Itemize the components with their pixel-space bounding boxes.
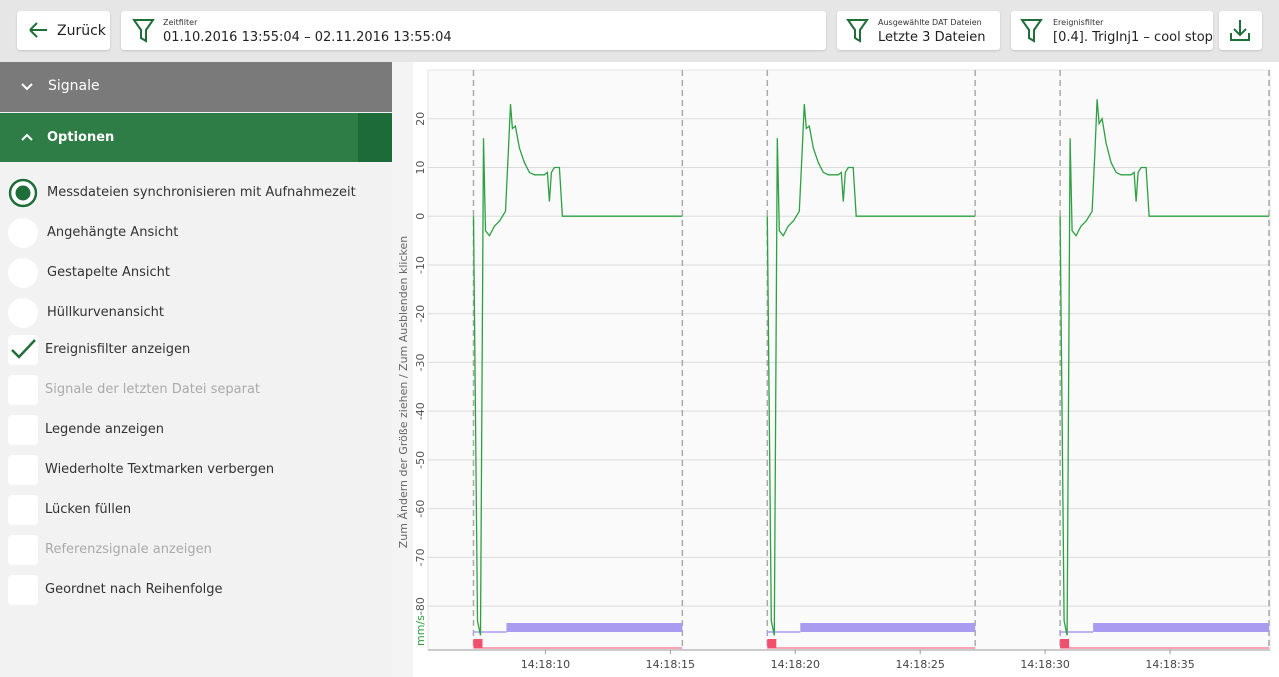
signals-header[interactable]: Signale bbox=[0, 62, 392, 112]
option-label: Signale der letzten Datei separat bbox=[45, 382, 261, 397]
x-tick-label: 14:18:15 bbox=[646, 658, 695, 671]
event-lane-active bbox=[800, 623, 976, 632]
option[interactable]: Wiederholte Textmarken verbergen bbox=[8, 455, 388, 485]
event-marker bbox=[767, 639, 777, 648]
y-tick-label: -10 bbox=[414, 256, 427, 274]
x-tick-label: 14:18:20 bbox=[771, 658, 820, 671]
dat-files-label: Ausgewählte DAT Dateien bbox=[878, 18, 982, 27]
back-label: Zurück bbox=[57, 23, 106, 39]
event-filter[interactable]: Ereignisfilter [0.4]. TrigInj1 – cool st… bbox=[1011, 11, 1213, 50]
chevron bbox=[21, 133, 33, 141]
checkbox bbox=[8, 495, 38, 525]
radio-button bbox=[8, 218, 38, 248]
x-tick-label: 14:18:30 bbox=[1020, 658, 1069, 671]
option[interactable]: Geordnet nach Reihenfolge bbox=[8, 575, 388, 605]
y-tick-label: -30 bbox=[414, 353, 427, 371]
option-label: Geordnet nach Reihenfolge bbox=[45, 582, 223, 597]
option-label: Referenzsignale anzeigen bbox=[45, 542, 212, 557]
event-marker bbox=[473, 639, 483, 648]
radio-dot bbox=[8, 178, 38, 208]
signals-title: Signale bbox=[48, 78, 100, 94]
option[interactable]: Angehängte Ansicht bbox=[8, 218, 388, 248]
y-tick-label: 0 bbox=[414, 213, 427, 220]
option-label: Angehängte Ansicht bbox=[47, 225, 179, 240]
plot-area bbox=[427, 69, 1271, 651]
signal-line bbox=[472, 99, 1269, 636]
y-tick-label: 20 bbox=[414, 112, 427, 126]
dat-files[interactable]: Ausgewählte DAT Dateien Letzte 3 Dateien bbox=[837, 11, 1000, 50]
x-tick-label: 14:18:25 bbox=[896, 658, 945, 671]
option: Signale der letzten Datei separat bbox=[8, 375, 388, 405]
resize-hint: Zum Ändern der Größe ziehen / Zum Ausble… bbox=[397, 236, 410, 548]
dat-files-value: Letzte 3 Dateien bbox=[878, 30, 986, 45]
event-filter-value: [0.4]. TrigInj1 – cool stop bbox=[1053, 30, 1213, 45]
header-accent bbox=[358, 113, 392, 162]
option[interactable]: Ereignisfilter anzeigen bbox=[8, 335, 388, 365]
event-filter-label: Ereignisfilter bbox=[1053, 18, 1104, 27]
y-tick-label: -70 bbox=[414, 548, 427, 566]
time-filter[interactable]: Zeitfilter 01.10.2016 13:55:04 – 02.11.2… bbox=[121, 11, 826, 50]
checkbox bbox=[8, 415, 38, 445]
y-tick-label: -40 bbox=[414, 402, 427, 420]
y-tick-label: -80 bbox=[414, 597, 427, 615]
option-label: Messdateien synchronisieren mit Aufnahme… bbox=[47, 185, 356, 200]
event-lane-active bbox=[1093, 623, 1270, 632]
option-label: Legende anzeigen bbox=[45, 422, 165, 437]
y-tick-label: -20 bbox=[414, 305, 427, 323]
chevron bbox=[21, 83, 33, 91]
checkbox bbox=[8, 575, 38, 605]
check-mark bbox=[11, 339, 36, 359]
y-tick-label: -50 bbox=[414, 451, 427, 469]
download-button[interactable] bbox=[1219, 11, 1262, 50]
option[interactable]: Hüllkurvenansicht bbox=[8, 298, 388, 328]
option[interactable]: Legende anzeigen bbox=[8, 415, 388, 445]
option-label: Gestapelte Ansicht bbox=[47, 265, 170, 280]
option[interactable]: Gestapelte Ansicht bbox=[8, 258, 388, 288]
resize-handle[interactable] bbox=[392, 62, 413, 677]
event-marker bbox=[1060, 639, 1070, 648]
option-label: Lücken füllen bbox=[45, 502, 132, 517]
option[interactable]: Messdateien synchronisieren mit Aufnahme… bbox=[8, 178, 388, 208]
radio-button bbox=[8, 178, 38, 208]
options-title: Optionen bbox=[47, 130, 115, 145]
options-header[interactable]: Optionen bbox=[0, 113, 392, 162]
checkbox bbox=[8, 375, 38, 405]
checkbox bbox=[8, 335, 38, 365]
option-label: Hüllkurvenansicht bbox=[47, 305, 164, 320]
y-unit: mm/s bbox=[414, 615, 427, 646]
y-tick-label: 10 bbox=[414, 160, 427, 174]
option: Referenzsignale anzeigen bbox=[8, 535, 388, 565]
option[interactable]: Lücken füllen bbox=[8, 495, 388, 525]
time-filter-label: Zeitfilter bbox=[163, 18, 198, 27]
option-label: Wiederholte Textmarken verbergen bbox=[45, 462, 275, 477]
x-tick-label: 14:18:10 bbox=[521, 658, 570, 671]
filter-icon bbox=[1020, 19, 1043, 43]
sidebar: Signale Optionen Messdateien synchronisi… bbox=[0, 62, 392, 677]
time-filter-value: 01.10.2016 13:55:04 – 02.11.2016 13:55:0… bbox=[163, 30, 452, 45]
option-label: Ereignisfilter anzeigen bbox=[45, 342, 191, 357]
filter-icon bbox=[132, 19, 155, 43]
x-tick-label: 14:18:35 bbox=[1145, 658, 1194, 671]
chart: Zum Ändern der Größe ziehen / Zum Ausble… bbox=[392, 62, 1271, 677]
y-tick-label: -60 bbox=[414, 500, 427, 518]
radio-button bbox=[8, 258, 38, 288]
checkbox bbox=[8, 455, 38, 485]
radio-button bbox=[8, 298, 38, 328]
event-lane-active bbox=[506, 623, 683, 632]
back-icon bbox=[29, 22, 47, 38]
checkbox bbox=[8, 535, 38, 565]
download-icon bbox=[1230, 20, 1250, 41]
back-button[interactable]: Zurück bbox=[17, 11, 110, 50]
toolbar: Zurück Zeitfilter 01.10.2016 13:55:04 – … bbox=[0, 0, 1279, 62]
filter-icon bbox=[846, 19, 869, 43]
